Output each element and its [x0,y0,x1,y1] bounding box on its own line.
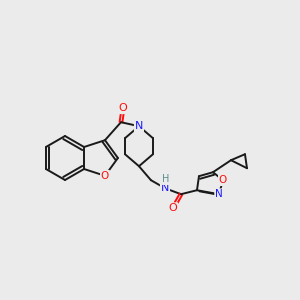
Text: N: N [215,189,223,199]
Text: O: O [219,175,227,185]
Text: N: N [135,121,143,131]
Text: O: O [101,171,109,181]
Text: O: O [118,103,127,113]
Text: H: H [162,174,170,184]
Text: N: N [161,183,169,193]
Text: O: O [169,203,177,213]
